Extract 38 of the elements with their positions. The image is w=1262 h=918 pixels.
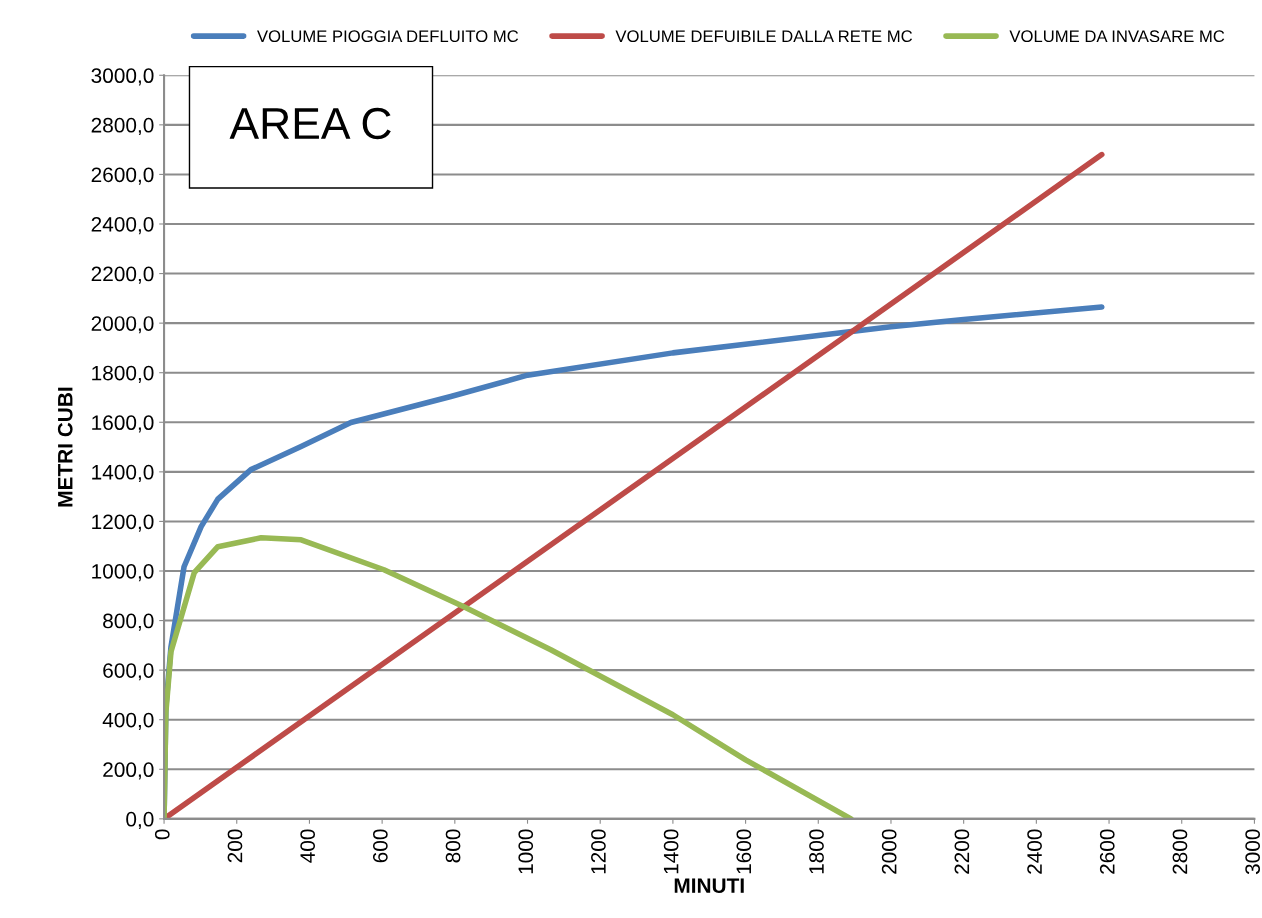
y-tick-label: 2200,0 bbox=[91, 266, 154, 284]
x-axis-title: MINUTI bbox=[674, 878, 744, 893]
y-tick-label: 2800,0 bbox=[91, 117, 154, 136]
y-tick-label: 1000,0 bbox=[92, 564, 154, 582]
x-tick-label: 1000 bbox=[518, 829, 534, 874]
x-tick-label: 1800 bbox=[809, 829, 824, 874]
y-axis-title: METRI CUBI bbox=[57, 387, 73, 507]
legend-label: VOLUME DEFUIBILE DALLA RETE MC bbox=[615, 30, 913, 43]
y-tick-label: 800,0 bbox=[103, 613, 154, 631]
y-tick-label: 0,0 bbox=[126, 811, 154, 830]
x-tick-label: 2200 bbox=[954, 829, 970, 874]
x-tick-label: 2000 bbox=[881, 829, 897, 874]
y-tick-label: 2000,0 bbox=[91, 316, 154, 334]
y-tick-label: 1600,0 bbox=[92, 415, 154, 433]
x-tick-label: 400 bbox=[300, 829, 316, 863]
x-tick-label: 1200 bbox=[591, 829, 606, 874]
x-tick-label: 2400 bbox=[1027, 829, 1042, 874]
x-tick-label: 1600 bbox=[736, 829, 752, 874]
y-tick-label: 200,0 bbox=[103, 762, 154, 780]
y-tick-label: 400,0 bbox=[102, 712, 154, 730]
x-tick-label: 800 bbox=[445, 829, 461, 863]
y-tick-label: 2400,0 bbox=[91, 216, 154, 235]
legend-label: VOLUME DA INVASARE MC bbox=[1009, 30, 1225, 43]
x-tick-label: 200 bbox=[227, 829, 243, 863]
y-tick-label: 3000,0 bbox=[91, 68, 154, 86]
y-tick-label: 1800,0 bbox=[92, 365, 154, 383]
y-tick-label: 1400,0 bbox=[92, 464, 154, 483]
legend-label: VOLUME PIOGGIA DEFLUITO MC bbox=[257, 30, 519, 43]
y-tick-label: 2600,0 bbox=[91, 167, 154, 185]
annotation: AREA C bbox=[229, 107, 391, 140]
x-tick-label: 600 bbox=[372, 829, 388, 863]
x-tick-label: 3000 bbox=[1245, 829, 1261, 875]
x-tick-label: 2600 bbox=[1099, 829, 1115, 874]
y-tick-label: 1200,0 bbox=[92, 514, 154, 532]
y-tick-label: 600,0 bbox=[103, 663, 154, 681]
x-tick-label: 2800 bbox=[1172, 829, 1188, 874]
x-tick-label: 0 bbox=[154, 829, 170, 840]
x-tick-label: 1400 bbox=[663, 829, 679, 874]
